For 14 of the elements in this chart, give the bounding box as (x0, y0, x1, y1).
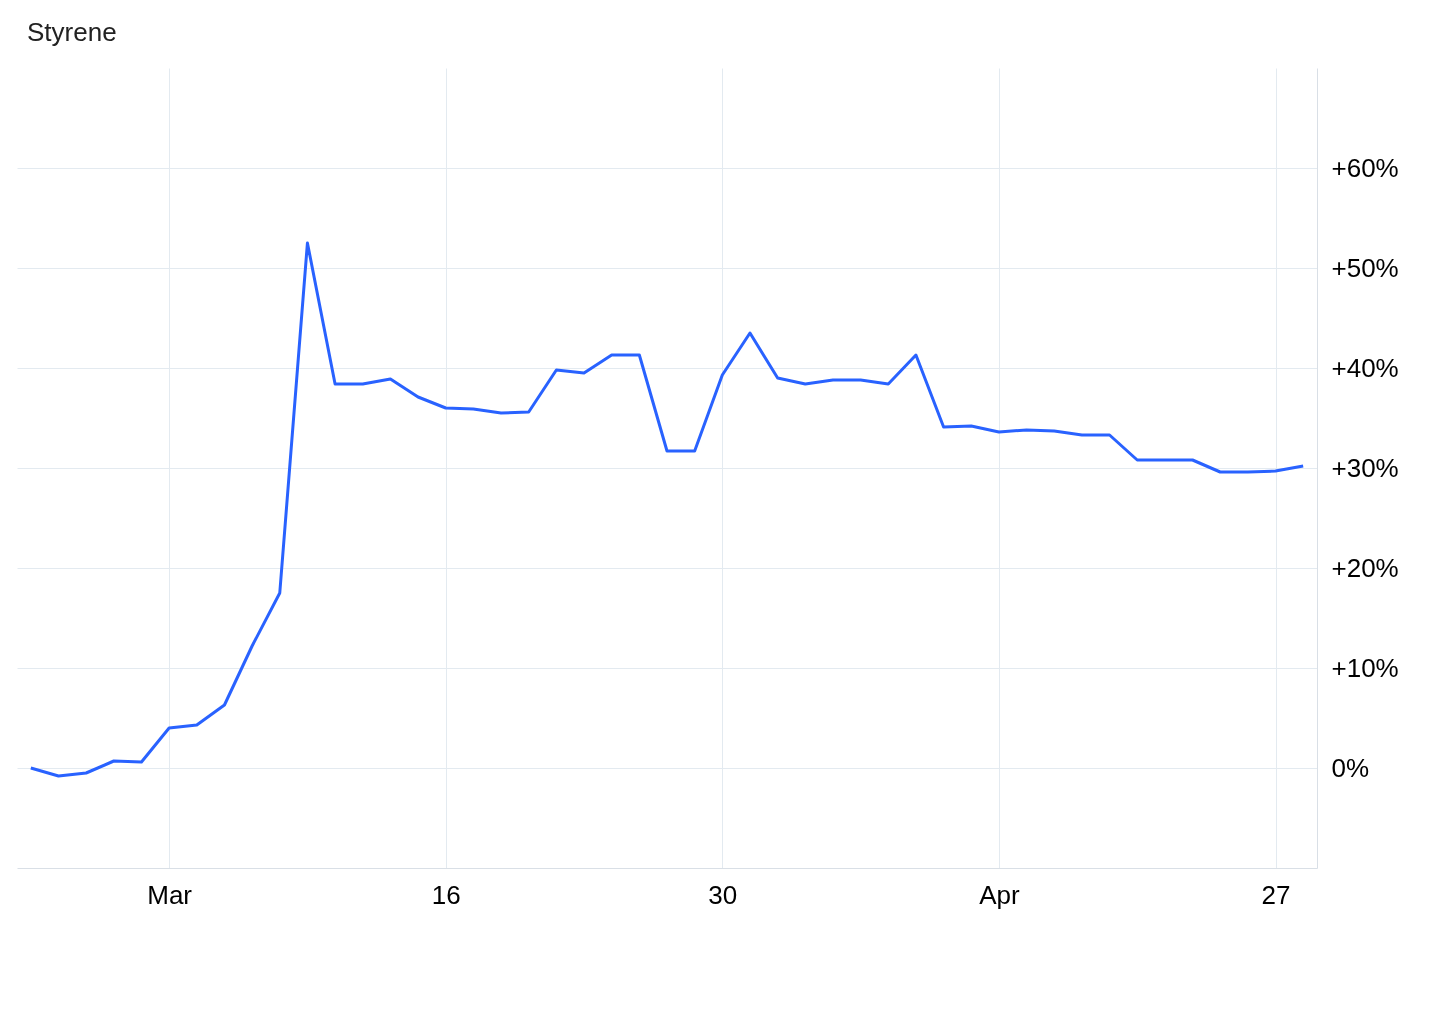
y-tick-label: +50% (1331, 252, 1399, 283)
y-tick-label: +60% (1331, 152, 1399, 183)
x-tick-label: 27 (1261, 879, 1291, 910)
x-tick-label: Mar (147, 879, 193, 910)
y-tick-label: +30% (1331, 452, 1399, 483)
chart-title: Styrene (27, 17, 117, 47)
y-tick-label: +10% (1331, 652, 1399, 683)
x-tick-label: 16 (431, 879, 461, 910)
x-tick-label: Apr (979, 879, 1020, 910)
y-tick-label: +40% (1331, 352, 1399, 383)
x-tick-label: 30 (708, 879, 738, 910)
line-series (29, 241, 1305, 778)
y-tick-label: 0% (1331, 752, 1370, 783)
y-tick-label: +20% (1331, 552, 1399, 583)
